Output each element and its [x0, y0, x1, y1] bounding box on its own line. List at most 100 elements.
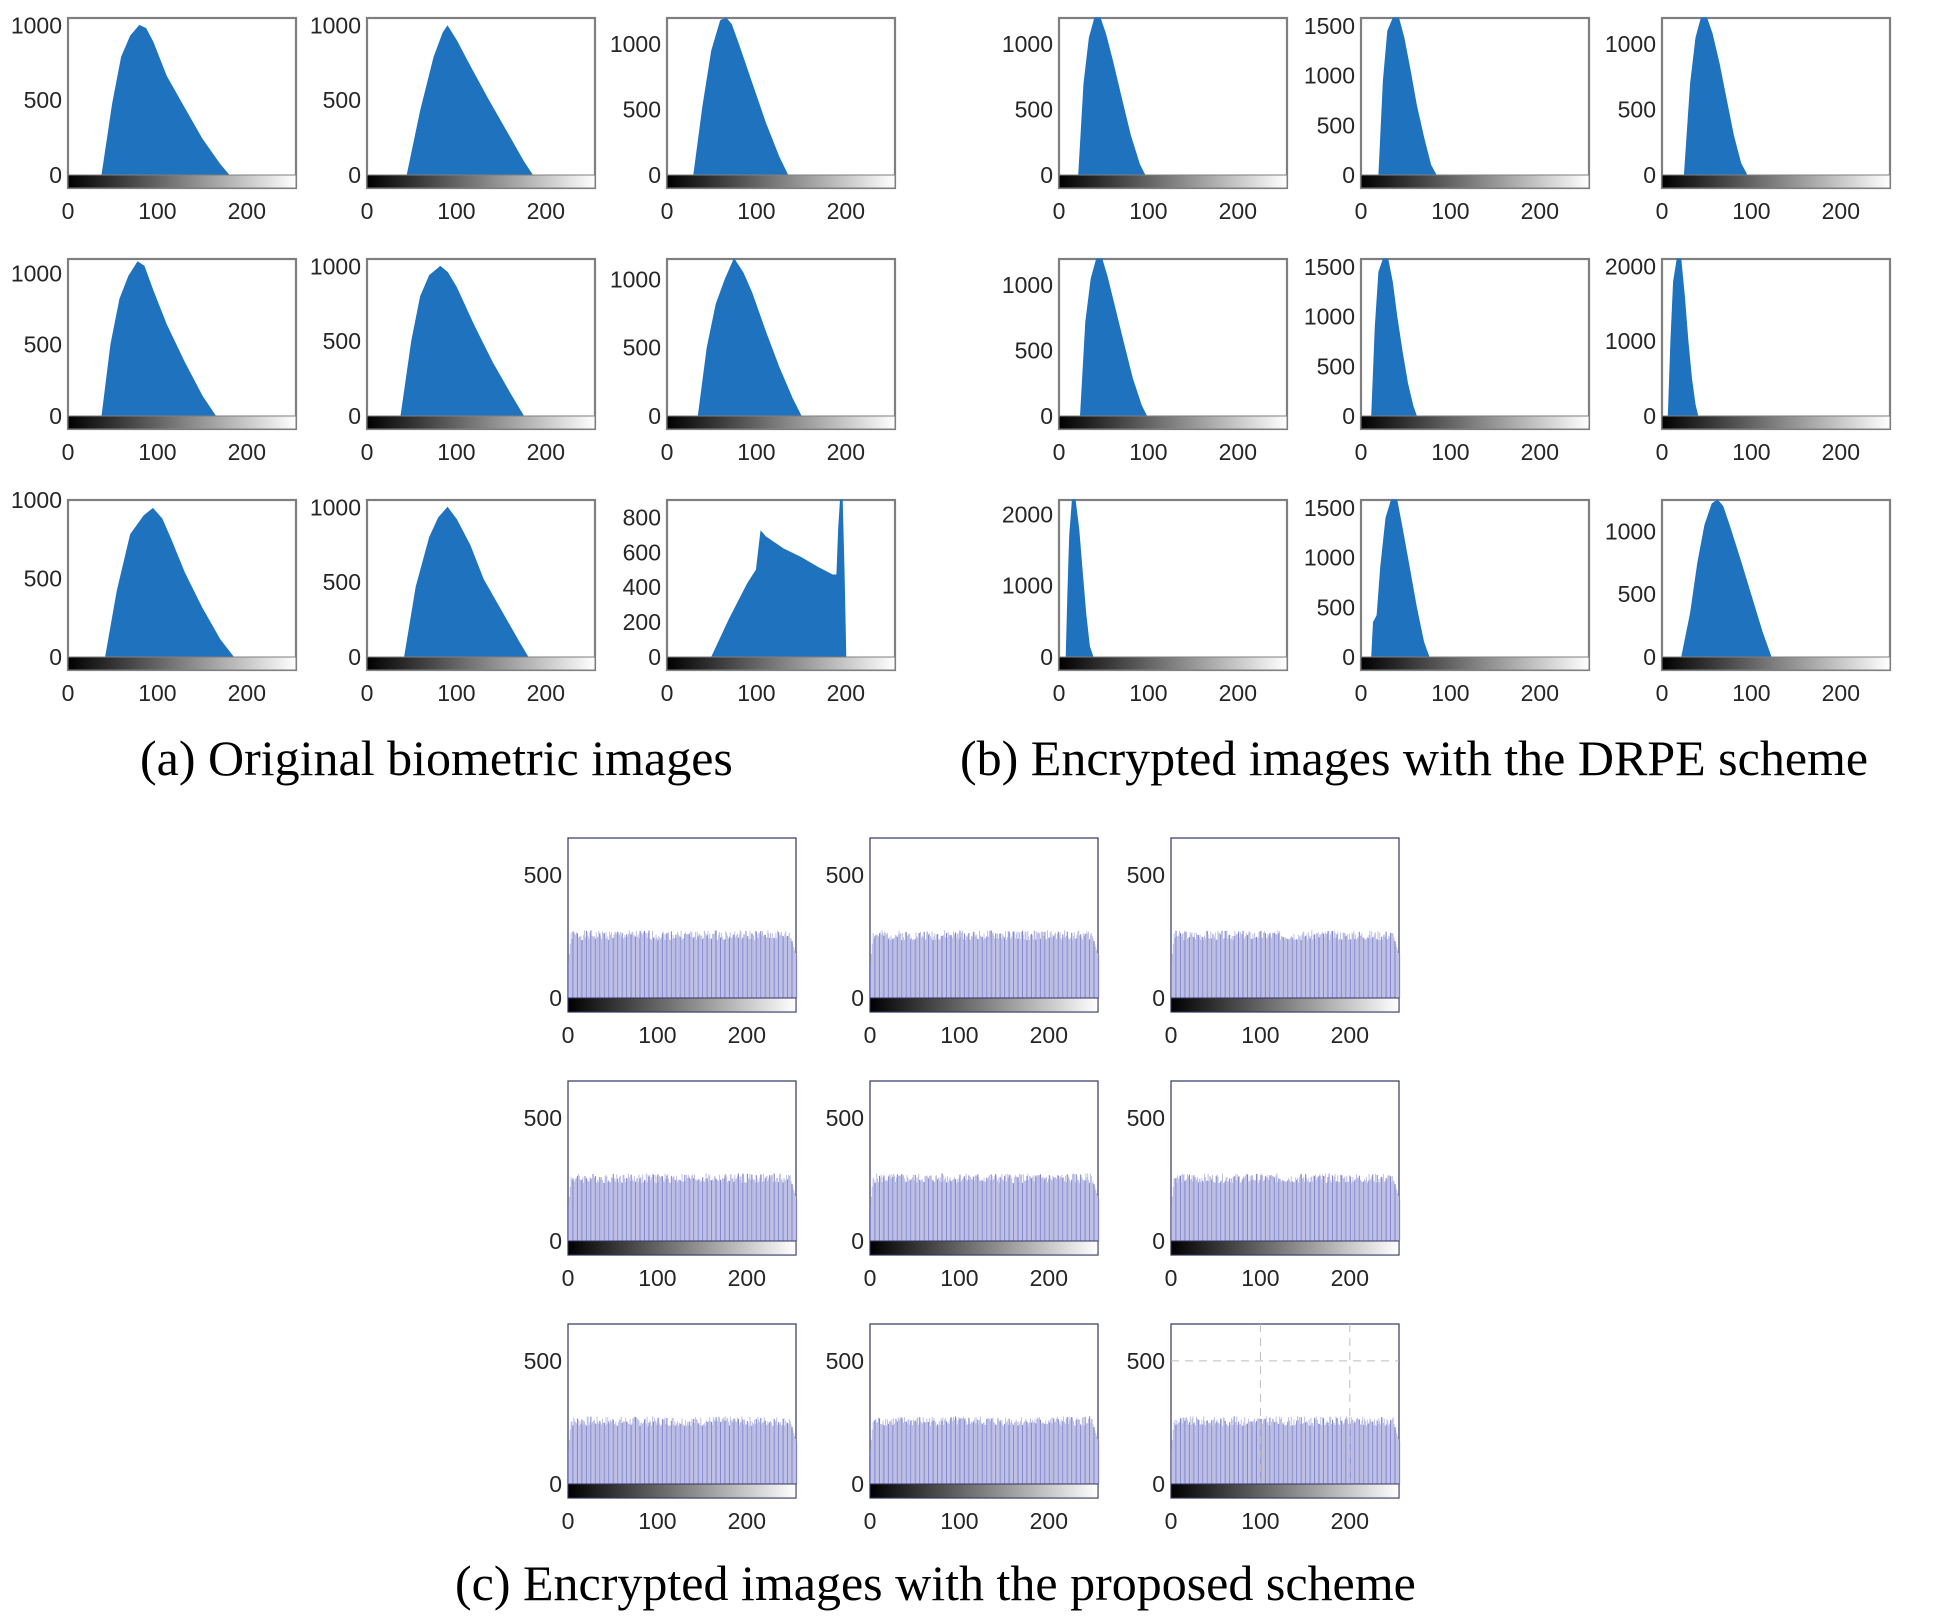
histogram-bar	[639, 1178, 641, 1241]
histogram-bar	[1329, 1416, 1331, 1484]
histogram-bar	[1298, 937, 1300, 998]
histogram-bar	[617, 931, 619, 998]
histogram-bar	[1092, 1181, 1094, 1241]
histogram-bar	[1342, 1178, 1344, 1241]
histogram-bar	[648, 1176, 650, 1241]
histogram-bar	[772, 938, 774, 998]
histogram-bar	[1261, 1419, 1263, 1484]
histogram-bar	[1305, 1422, 1307, 1484]
histogram-bar	[1035, 1423, 1037, 1484]
histogram-bar	[1179, 933, 1182, 998]
histogram-bar	[1008, 1418, 1010, 1484]
histogram-bar	[1242, 1425, 1244, 1484]
histogram-bar	[892, 938, 894, 998]
histogram-bar	[1316, 1176, 1318, 1241]
histogram-bar	[1313, 1175, 1315, 1241]
histogram-bar	[715, 1417, 717, 1484]
histogram-bar	[1310, 1417, 1312, 1484]
histogram-bar	[979, 1416, 981, 1484]
histogram-bar	[889, 1420, 891, 1484]
histogram-bar	[1267, 933, 1269, 998]
histogram-bar	[678, 1179, 680, 1241]
histogram-bar	[1375, 938, 1377, 998]
histogram-bar	[731, 1419, 733, 1484]
histogram-bar	[1074, 1182, 1076, 1241]
histogram-bar	[1091, 1182, 1093, 1241]
x-tick-label: 200	[228, 198, 266, 224]
histogram-bar	[649, 939, 651, 998]
histogram-bar	[584, 930, 585, 998]
histogram-bar	[584, 1421, 585, 1484]
histogram-bar	[713, 933, 715, 998]
histogram-bar	[762, 935, 764, 998]
histogram-bar	[730, 938, 732, 998]
histogram-bar	[688, 1421, 690, 1484]
histogram-bar	[1070, 937, 1072, 998]
histogram-bar	[1224, 1421, 1226, 1484]
histogram-bar	[765, 1425, 767, 1484]
histogram-bar	[770, 1176, 771, 1241]
histogram-bar	[628, 1177, 630, 1241]
histogram-bar	[938, 1180, 940, 1241]
histogram-bar	[1376, 1175, 1378, 1241]
histogram-bar	[632, 1180, 634, 1241]
y-tick-label: 1000	[1002, 573, 1053, 599]
histogram-bar	[1262, 937, 1264, 998]
histogram-bar	[756, 934, 758, 998]
histogram-bar	[638, 1420, 640, 1484]
histogram-bar	[701, 935, 703, 998]
histogram-bar	[600, 936, 602, 998]
histogram-bar	[1389, 1423, 1391, 1484]
histogram-bar	[1323, 1425, 1325, 1484]
histogram-bar	[718, 1416, 720, 1484]
histogram-bar	[1344, 932, 1346, 998]
histogram-bar	[940, 1182, 942, 1241]
histogram-bar	[1373, 1419, 1375, 1484]
histogram-bar	[921, 1179, 923, 1241]
histogram-bar	[588, 938, 590, 998]
histogram-bar	[1187, 938, 1188, 998]
histogram-bar	[891, 1174, 893, 1241]
histogram-bar	[729, 932, 731, 998]
histogram-bar	[788, 933, 790, 998]
histogram-bar	[642, 1174, 644, 1241]
histogram-bar	[878, 1417, 879, 1484]
histogram-bar	[1317, 1422, 1319, 1484]
histogram-bar	[568, 953, 570, 998]
histogram-bar	[1211, 1179, 1213, 1241]
histogram-bar	[1178, 1422, 1180, 1484]
histogram-bar	[767, 930, 769, 998]
histogram-bar	[1061, 1419, 1063, 1484]
histogram-bar	[916, 1182, 918, 1241]
histogram-bar	[1302, 932, 1304, 998]
histogram-bar	[935, 1175, 937, 1241]
histogram-bar	[1082, 1180, 1084, 1241]
histogram-bar	[1060, 1176, 1062, 1241]
histogram-bar	[1232, 1177, 1234, 1241]
histogram-bar	[1013, 1424, 1015, 1484]
histogram-bar	[1173, 1422, 1175, 1484]
histogram-bar	[753, 1179, 754, 1241]
histogram-bar	[1184, 1420, 1186, 1484]
histogram-bar	[1385, 931, 1387, 998]
histogram-bar	[1226, 1423, 1228, 1484]
histogram-bar	[1381, 1176, 1383, 1241]
histogram-bar	[687, 1174, 689, 1241]
histogram-bar	[717, 1421, 719, 1484]
histogram-bar	[907, 1177, 909, 1241]
histogram-bar	[628, 930, 630, 998]
histogram-bar	[1289, 1182, 1291, 1241]
histogram-bar	[946, 1182, 948, 1241]
histogram-bar	[1333, 1422, 1335, 1484]
histogram-bar	[923, 1181, 925, 1241]
histogram-bar	[1396, 947, 1398, 998]
histogram-bar	[1244, 1177, 1246, 1241]
histogram-bar	[745, 930, 746, 998]
histogram-bar	[658, 1417, 660, 1484]
histogram-bar	[1061, 1174, 1063, 1241]
histogram-bar	[624, 1421, 626, 1484]
histogram-bar	[1318, 937, 1320, 998]
